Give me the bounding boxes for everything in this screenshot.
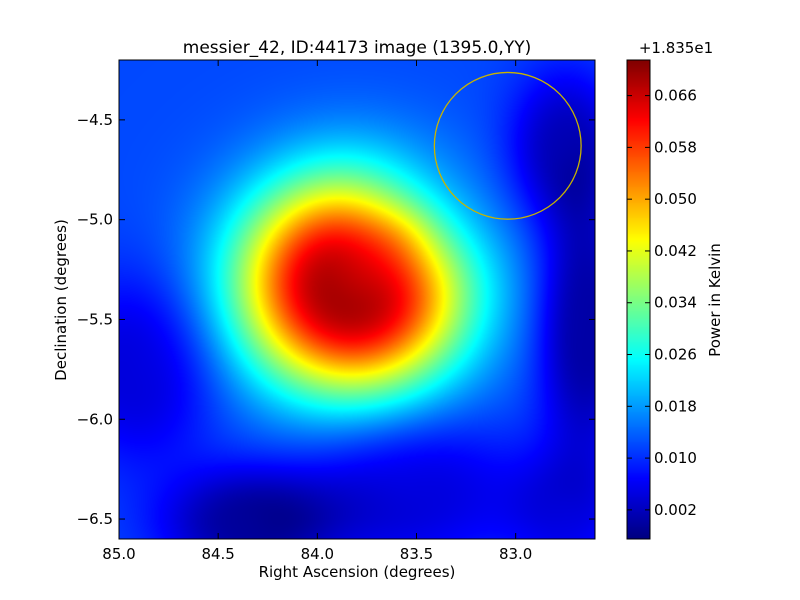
colorbar-tick-label: 0.066 <box>654 87 697 105</box>
x-tick-label: 84.0 <box>301 545 334 563</box>
colorbar: 0.002 0.010 0.018 0.026 0.034 0.042 0.050 0.058… <box>626 39 724 540</box>
y-axis-ticks: −4.5 −5.0 −5.5 −6.0 −6.5 <box>77 111 595 528</box>
colorbar-tick-label: 0.010 <box>654 449 697 467</box>
x-axis-label: Right Ascension (degrees) <box>259 563 456 581</box>
colorbar-tick-label: 0.058 <box>654 138 697 156</box>
plot-frame <box>118 59 596 540</box>
annotation-layer <box>433 71 582 220</box>
colorbar-tick-label: 0.034 <box>654 294 697 312</box>
x-axis-ticks: 85.0 84.5 84.0 83.5 83.0 <box>102 60 532 563</box>
y-tick-label: −6.0 <box>77 410 113 428</box>
x-tick-label: 83.0 <box>499 545 532 563</box>
chart-title: messier_42, ID:44173 image (1395.0,YY) <box>183 38 531 58</box>
colorbar-offset-label: +1.835e1 <box>639 39 713 57</box>
x-tick-label: 84.5 <box>201 545 234 563</box>
y-tick-label: −4.5 <box>77 111 113 129</box>
x-tick-label: 83.5 <box>400 545 433 563</box>
y-tick-label: −5.0 <box>77 211 113 229</box>
x-tick-label: 85.0 <box>102 545 135 563</box>
colorbar-tick-label: 0.026 <box>654 346 697 364</box>
heatmap-image <box>119 60 595 539</box>
colorbar-tick-label: 0.018 <box>654 397 697 415</box>
colorbar-tick-label: 0.002 <box>654 501 697 519</box>
colorbar-ticks: 0.002 0.010 0.018 0.026 0.034 0.042 0.050 0.058… <box>627 87 697 519</box>
y-axis-label: Declination (degrees) <box>52 219 70 381</box>
beam-circle <box>433 71 582 220</box>
colorbar-tick-label: 0.050 <box>654 190 697 208</box>
colorbar-label: Power in Kelvin <box>706 243 724 357</box>
y-tick-label: −6.5 <box>77 510 113 528</box>
colorbar-tick-label: 0.042 <box>654 242 697 260</box>
y-tick-label: −5.5 <box>77 310 113 328</box>
colorbar-frame <box>626 59 651 540</box>
